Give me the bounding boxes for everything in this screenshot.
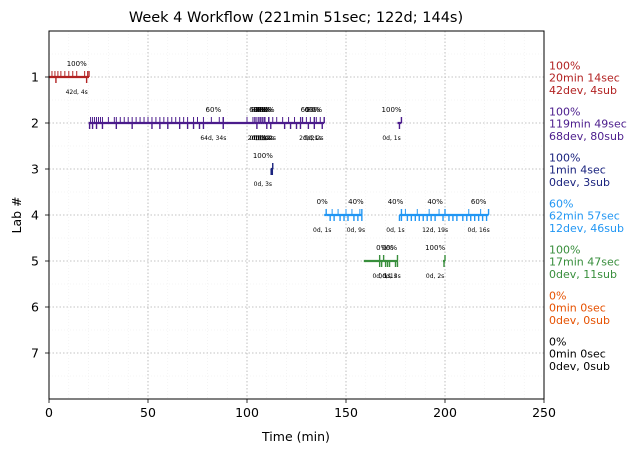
segment-counts-label: 0d, 3s	[382, 273, 400, 280]
lab-4-summary-line: 62min 57sec	[549, 210, 620, 223]
segment-counts-label: 0d, 3s	[254, 181, 272, 188]
lab-3-summary-line: 1min 4sec	[549, 164, 606, 177]
segment-counts-label: 0d, 16s	[468, 227, 490, 234]
x-tick-label: 250	[532, 405, 556, 420]
lab-7-summary-line: 0dev, 0sub	[549, 360, 610, 373]
lab-1-summary-line: 42dev, 4sub	[549, 84, 617, 97]
x-tick-label: 50	[140, 405, 156, 420]
lab-7-summary-line: 0%	[549, 336, 566, 349]
lab-7-summary-line: 0min 0sec	[549, 348, 606, 361]
lab-2-summary-line: 68dev, 80sub	[549, 130, 624, 143]
lab-6-summary-line: 0%	[549, 290, 566, 303]
y-tick-label: 4	[31, 208, 39, 223]
lab-1-summary-line: 100%	[549, 60, 580, 73]
segment-counts-label: 64d, 34s	[200, 135, 226, 142]
segment-progress-label: 80%	[257, 106, 273, 114]
lab-2-summary-line: 100%	[549, 106, 580, 119]
segment-progress-label: 60%	[206, 106, 222, 114]
segment-counts-label: 0d, 2s	[305, 135, 323, 142]
segment-progress-label: 40%	[348, 198, 364, 206]
segment-progress-label: 80%	[255, 106, 271, 114]
segment-counts-label: 2d, 2s	[299, 135, 317, 142]
segment-progress-label: 80%	[259, 106, 275, 114]
y-tick-label: 3	[31, 162, 39, 177]
x-axis-label: Time (min)	[261, 429, 330, 444]
segment-counts-label: 2d, 0s	[248, 135, 266, 142]
segment-counts-label: 0d, 0s	[254, 135, 272, 142]
segment-progress-label: 80%	[251, 106, 267, 114]
x-tick-label: 100	[235, 405, 259, 420]
segment-counts-label: 0d, 1s	[372, 273, 390, 280]
lab-4-timeline: 0% 0d, 1s 40% 0d, 9s 40% 0d, 1s 40% 12d, 19s 60%…	[313, 198, 490, 234]
segment-counts-label: 0d, 1s	[303, 135, 321, 142]
axis-layer: 0 50 100 150 200 250 1 2 3 4 5 6 7	[31, 70, 556, 421]
segment-counts-label: 0d, 1s	[382, 135, 400, 142]
segment-counts-label: 0d, 1s	[252, 135, 270, 142]
segment-counts-label: 0d, 2s	[426, 273, 444, 280]
lab-3-summary-line: 100%	[549, 152, 580, 165]
segment-progress-label: 80%	[253, 106, 269, 114]
lab-5-summary-line: 0dev, 11sub	[549, 268, 617, 281]
segment-progress-label: 60%	[249, 106, 265, 114]
lab-5-summary-line: 17min 47sec	[549, 256, 620, 269]
lab-1-summary-line: 20min 14sec	[549, 72, 620, 85]
segment-counts-label: 0d, 9s	[347, 227, 365, 234]
segment-counts-label: 42d, 4s	[66, 89, 88, 96]
chart-title: Week 4 Workflow (221min 51sec; 122d; 144…	[129, 10, 463, 26]
segment-counts-label: 0d, 1s	[250, 135, 268, 142]
segment-progress-label: 60%	[471, 198, 487, 206]
lab-3-timeline: 100% 0d, 3s	[253, 152, 274, 188]
y-tick-label: 6	[31, 300, 39, 315]
segment-counts-label: 0d, 2s	[256, 135, 274, 142]
y-tick-label: 2	[31, 116, 39, 131]
segment-progress-label: 0%	[317, 198, 328, 206]
segment-progress-label: 80%	[307, 106, 323, 114]
y-tick-label: 5	[31, 254, 39, 269]
data-layer: 100% 42d, 4s 60% 64d, 34s 60% 2d, 0s 80% 0d, 1s…	[49, 60, 490, 280]
y-tick-label: 1	[31, 70, 39, 85]
segment-counts-label: 12d, 19s	[422, 227, 448, 234]
y-axis-label: Lab #	[9, 196, 24, 233]
x-tick-label: 0	[45, 405, 53, 420]
y-tick-label: 7	[31, 346, 39, 361]
segment-counts-label: 0d, 1s	[386, 227, 404, 234]
segment-counts-label: 0d, 1s	[313, 227, 331, 234]
segment-progress-label: 100%	[67, 60, 87, 68]
segment-counts-label: 0d, 2s	[258, 135, 276, 142]
lab-1-timeline: 100% 42d, 4s	[49, 60, 90, 96]
segment-progress-label: 100%	[253, 152, 273, 160]
segment-progress-label: 60%	[305, 106, 321, 114]
lab-5-timeline: 0% 0d, 1s 0% 0d, 1s 0% 0d, 3s 100% 0d, 2s	[363, 244, 446, 280]
lab-3-summary-line: 0dev, 3sub	[549, 176, 610, 189]
segment-progress-label: 0%	[376, 244, 387, 252]
x-tick-label: 150	[334, 405, 358, 420]
lab-6-summary-line: 0dev, 0sub	[549, 314, 610, 327]
segment-counts-label: 0d, 1s	[378, 273, 396, 280]
segment-progress-label: 0%	[382, 244, 393, 252]
lab-4-summary-line: 60%	[549, 198, 573, 211]
lab-6-summary-line: 0min 0sec	[549, 302, 606, 315]
lab-5-summary-line: 100%	[549, 244, 580, 257]
x-tick-label: 200	[433, 405, 457, 420]
segment-progress-label: 100%	[425, 244, 445, 252]
lab-2-timeline: 60% 64d, 34s 60% 2d, 0s 80% 0d, 1s 80% 0d, 1s 80…	[88, 106, 403, 142]
segment-progress-label: 40%	[427, 198, 443, 206]
lab-2-summary-line: 119min 49sec	[549, 118, 627, 131]
lab-4-summary-line: 12dev, 46sub	[549, 222, 624, 235]
segment-progress-label: 100%	[382, 106, 402, 114]
segment-progress-label: 40%	[388, 198, 404, 206]
segment-progress-label: 60%	[301, 106, 317, 114]
segment-progress-label: 0%	[386, 244, 397, 252]
